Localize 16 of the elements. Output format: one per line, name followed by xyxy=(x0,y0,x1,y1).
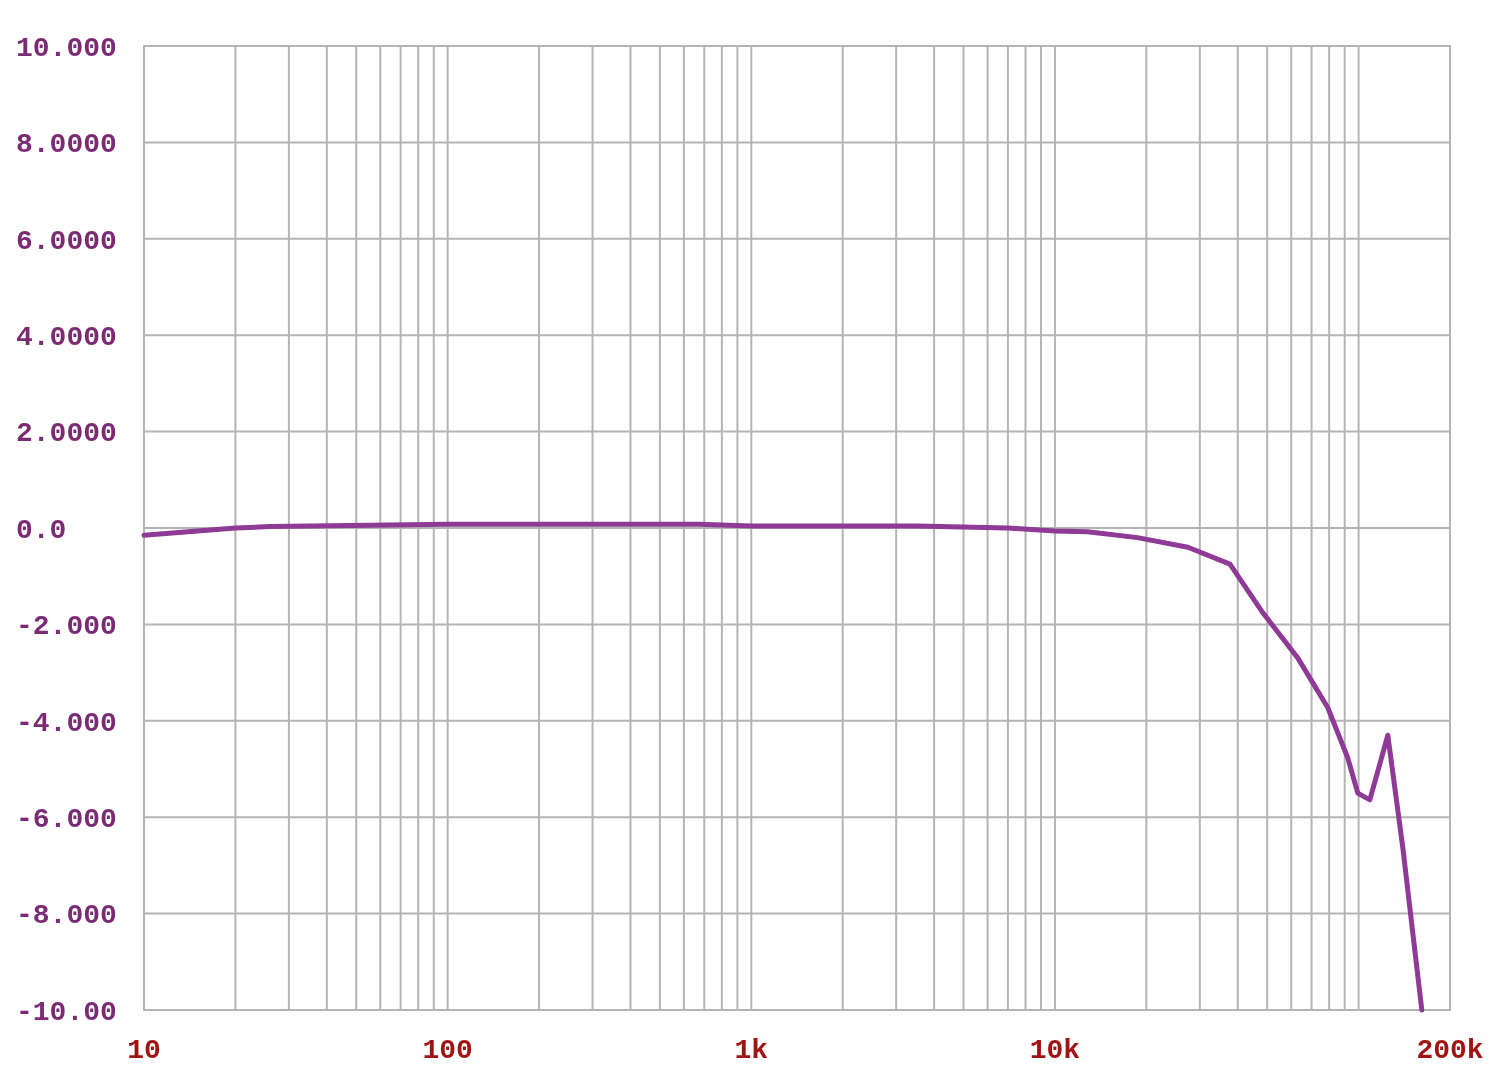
y-tick-label: -6.000 xyxy=(16,804,117,835)
y-tick-label: -2.000 xyxy=(16,611,117,643)
y-tick-label: 10.000 xyxy=(16,32,117,64)
y-tick-label: -4.000 xyxy=(16,707,117,739)
x-tick-label: 100 xyxy=(422,1035,473,1066)
x-tick-label: 10k xyxy=(1029,1035,1081,1066)
y-tick-label: -10.00 xyxy=(16,996,117,1028)
y-tick-label: 4.0000 xyxy=(16,322,117,353)
y-tick-label: 0.0 xyxy=(16,514,67,546)
y-tick-label: 8.0000 xyxy=(16,129,117,161)
y-tick-label: -8.000 xyxy=(16,900,117,932)
y-tick-label: 2.0000 xyxy=(16,418,117,450)
y-tick-label: 6.0000 xyxy=(16,225,117,257)
x-tick-label: 200k xyxy=(1416,1035,1484,1066)
x-tick-label: 10 xyxy=(127,1035,161,1066)
x-tick-label: 1k xyxy=(734,1035,769,1066)
